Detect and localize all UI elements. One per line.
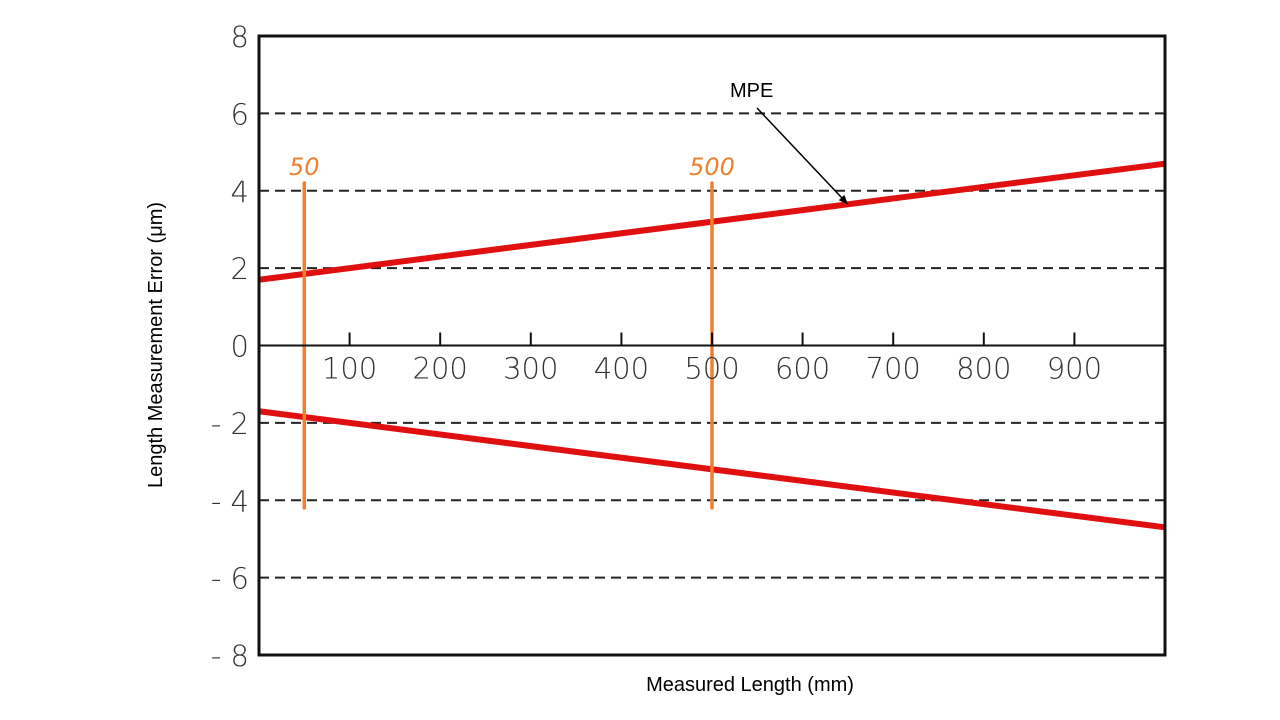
mpe-annotation-label: MPE: [730, 80, 773, 102]
x-tick-label: 100: [322, 352, 377, 386]
y-tick-label: - 4: [211, 484, 249, 518]
annotation-arrow-line: [756, 107, 849, 205]
x-axis-title: Measured Length (mm): [646, 674, 854, 696]
y-tick-label: 8: [231, 20, 249, 54]
y-tick-label: - 6: [211, 562, 249, 596]
mpe-annotation-arrow: [756, 107, 849, 205]
x-tick-label: 300: [503, 352, 558, 386]
marker-label-50: 50: [289, 153, 320, 181]
x-tick-label: 400: [594, 352, 649, 386]
y-tick-label: 2: [231, 252, 249, 286]
x-tick-label: 200: [413, 352, 468, 386]
annotation-arrowhead-icon: [838, 194, 848, 205]
marker-label-500: 500: [689, 153, 735, 181]
y-tick-label: 4: [231, 175, 249, 209]
x-tick-label: 900: [1047, 352, 1102, 386]
x-tick-label: 700: [866, 352, 921, 386]
x-tick-label: 500: [684, 352, 739, 386]
y-axis-title: Length Measurement Error (μm): [145, 202, 167, 488]
y-tick-label: - 8: [211, 639, 249, 673]
y-tick-label: - 2: [211, 407, 249, 441]
y-tick-label: 6: [231, 97, 249, 131]
x-tick-label: 600: [775, 352, 830, 386]
y-tick-label: 0: [231, 330, 249, 364]
x-tick-label: 800: [956, 352, 1011, 386]
